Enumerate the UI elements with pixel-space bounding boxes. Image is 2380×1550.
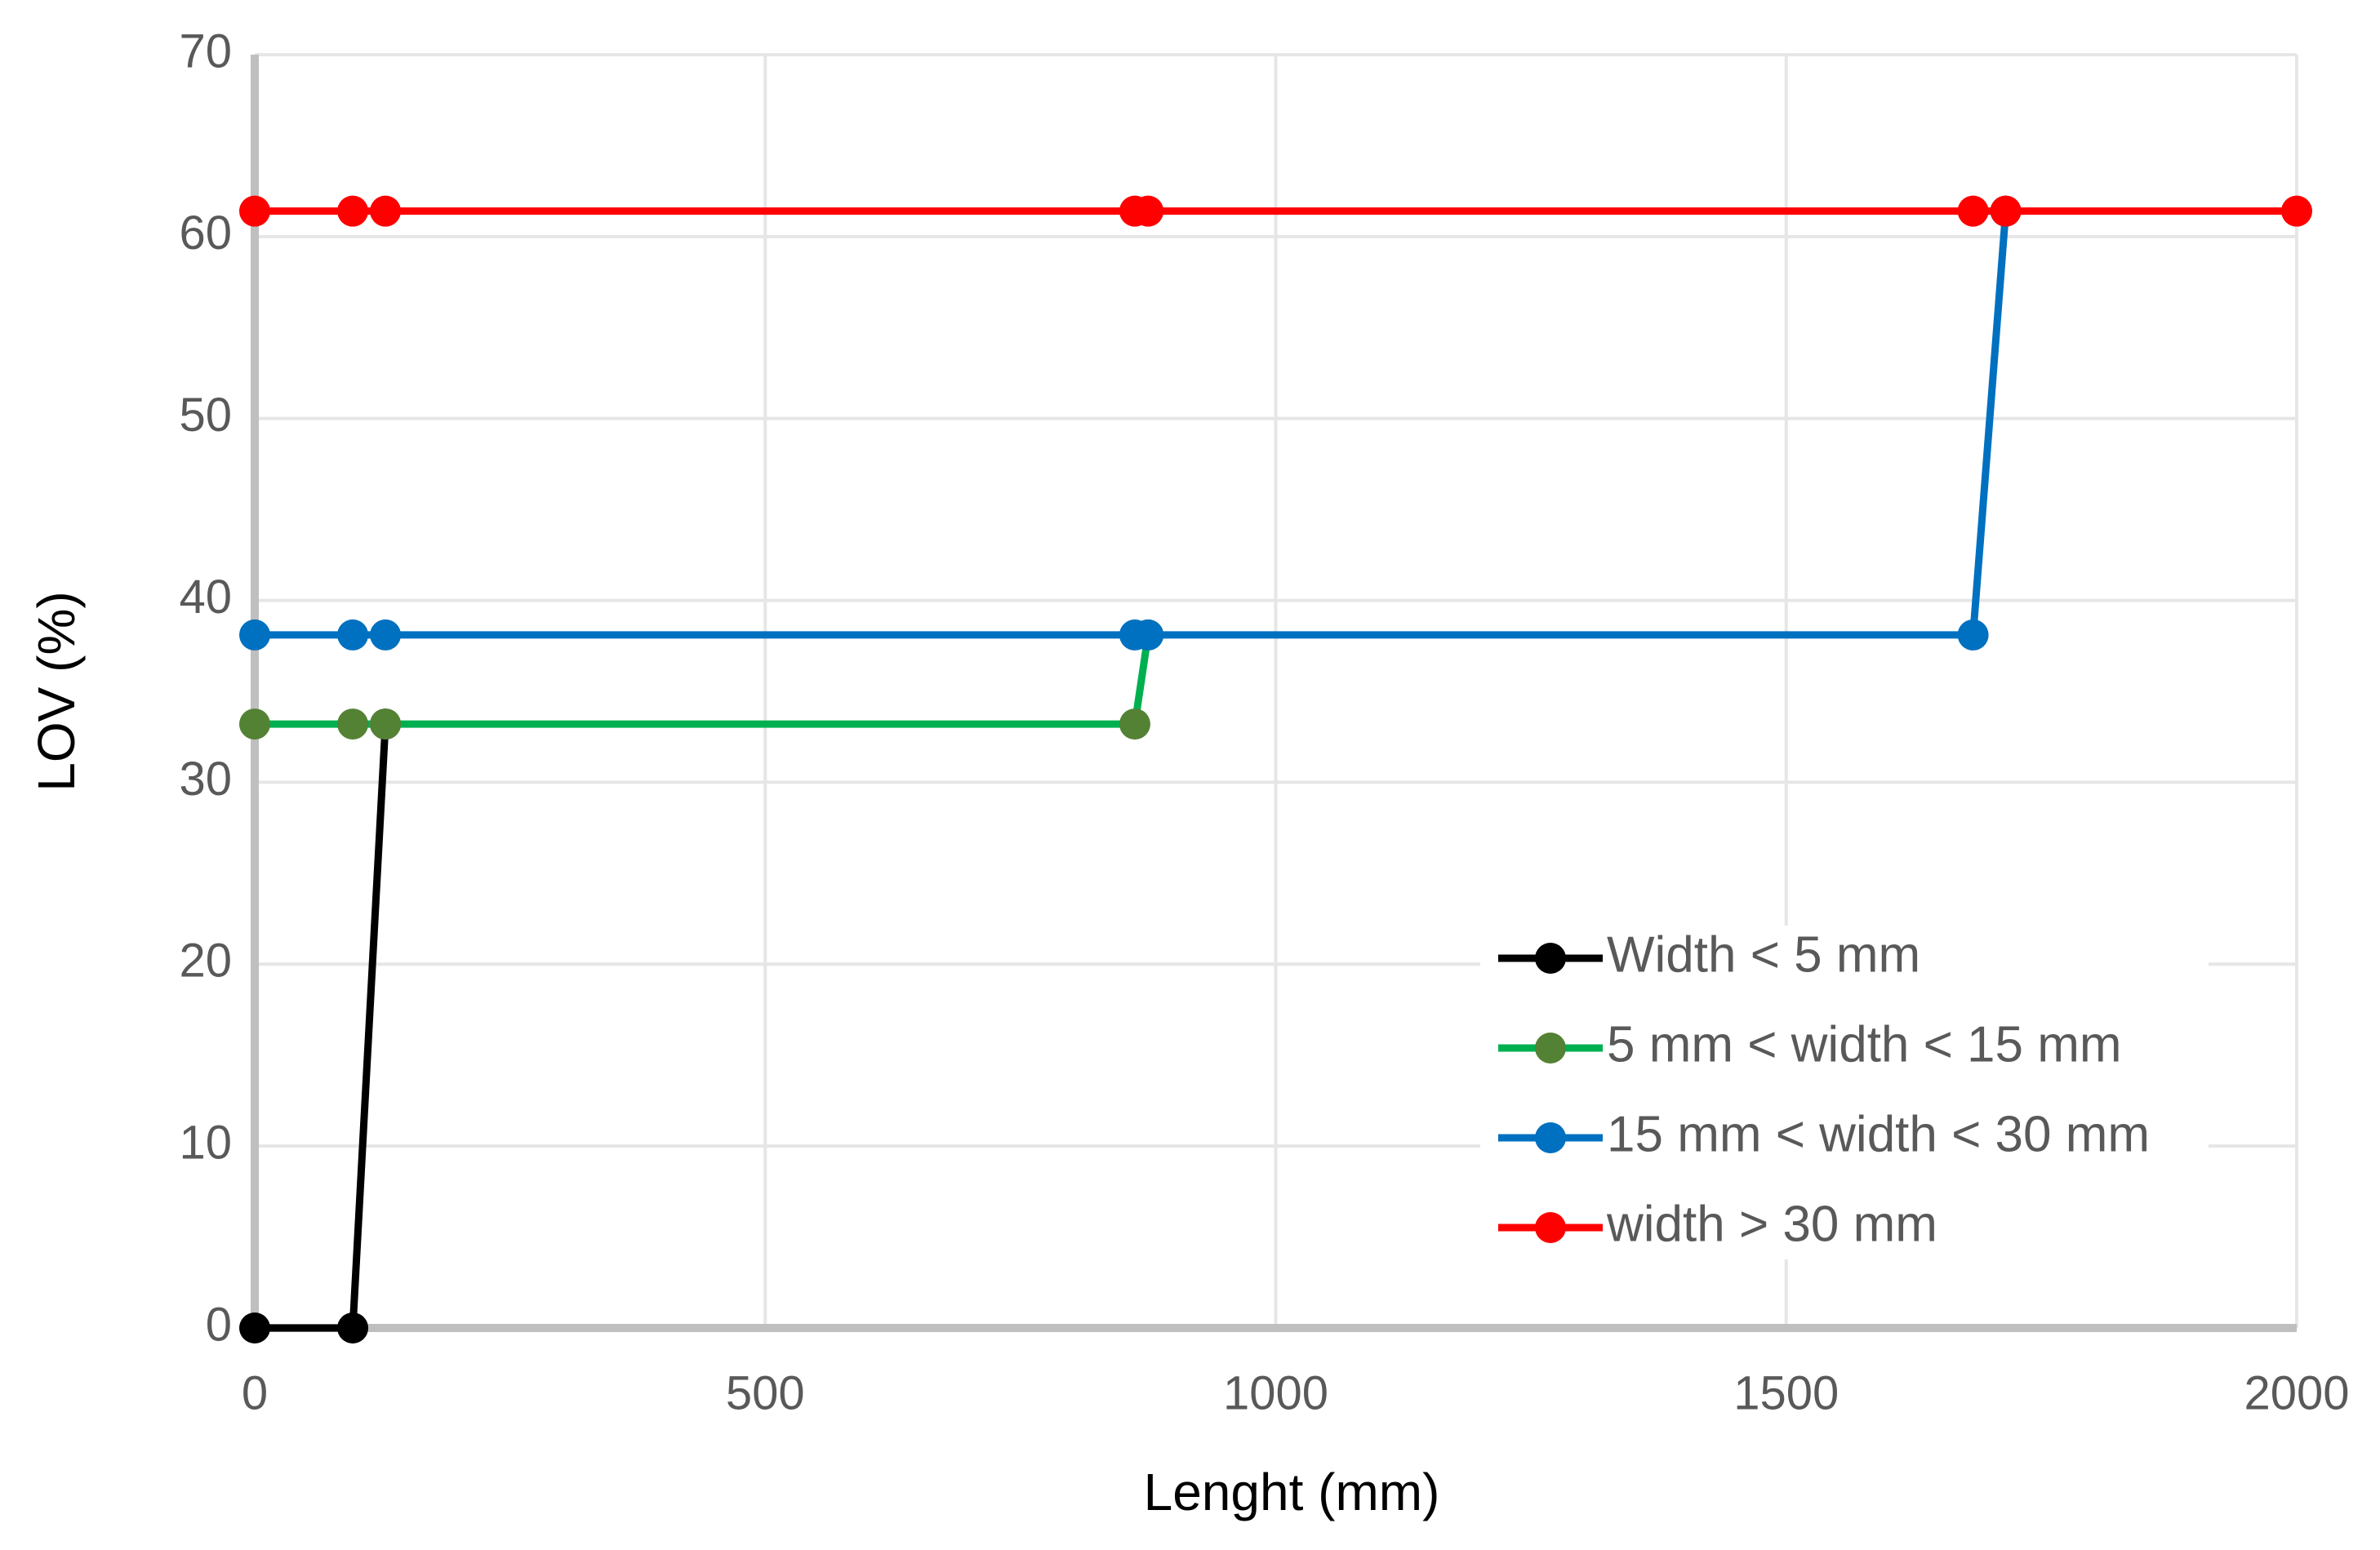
series-line [255,211,2010,639]
legend-marker [1535,1033,1566,1064]
legend-label: 5 mm < width < 15 mm [1607,1016,2122,1073]
data-point [370,195,402,227]
y-tick-label: 30 [179,753,232,806]
series-line [255,723,389,1332]
data-point [1119,708,1150,740]
y-tick-label: 40 [179,571,232,624]
x-axis-title: Lenght (mm) [1144,1463,1440,1521]
data-point [337,1312,369,1343]
legend-marker [1535,1212,1566,1243]
legend-label: Width < 5 mm [1607,926,1920,983]
x-tick-label: 2000 [2244,1366,2349,1419]
x-tick-label: 500 [726,1366,805,1419]
y-tick-label: 70 [179,24,232,78]
legend-label: width > 30 mm [1606,1196,1937,1252]
data-point [370,708,402,740]
y-tick-label: 20 [179,935,232,988]
data-point [239,708,270,740]
y-tick-label: 0 [206,1298,232,1351]
x-tick-label: 1500 [1733,1366,1839,1419]
data-point [2281,195,2312,227]
legend-box [1480,926,2209,1259]
data-point [239,619,270,651]
data-point [1957,619,1989,651]
y-tick-label: 50 [179,389,232,442]
x-tick-label: 1000 [1223,1366,1328,1419]
data-point [370,619,402,651]
data-point [337,619,369,651]
y-tick-label: 60 [179,207,232,260]
data-point [239,1312,270,1343]
legend-label: 15 mm < width < 30 mm [1607,1106,2150,1162]
data-point [1132,619,1164,651]
data-point [337,708,369,740]
y-axis-title: LOV (%) [27,591,86,791]
data-point [1957,195,1989,227]
legend-marker [1535,1122,1566,1153]
y-tick-label: 10 [179,1116,232,1169]
x-tick-label: 0 [242,1366,268,1419]
data-point [239,195,270,227]
data-point [1990,195,2022,227]
data-point [337,195,369,227]
legend-marker [1535,943,1566,974]
data-point [1132,195,1164,227]
